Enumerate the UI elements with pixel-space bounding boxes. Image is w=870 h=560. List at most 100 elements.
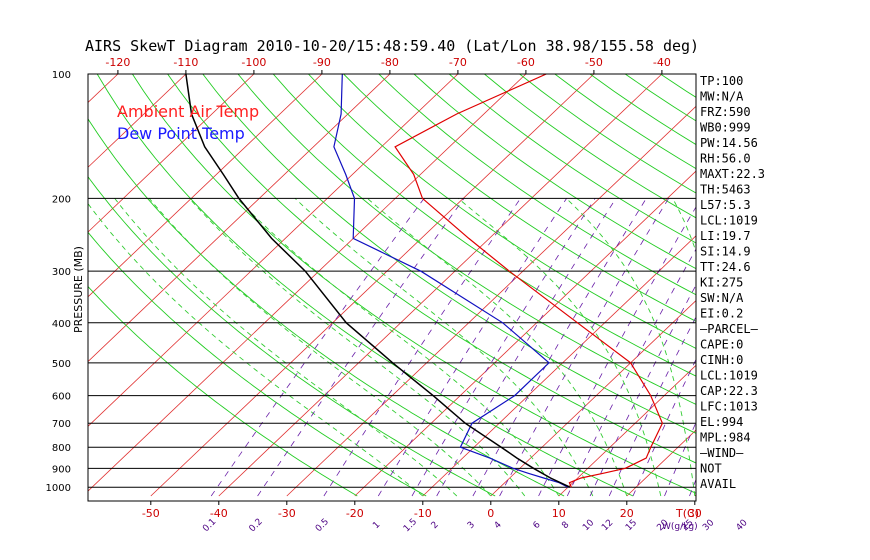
stat-item: NOT	[700, 462, 722, 476]
dry-adiabat	[272, 74, 696, 377]
dry-adiabat	[308, 74, 696, 349]
chart-title: AIRS SkewT Diagram 2010-10-20/15:48:59.4…	[85, 37, 699, 55]
mixing-ratio-line	[210, 198, 425, 497]
dry-adiabat	[448, 74, 696, 244]
mixing-ratio-label: 10	[581, 518, 596, 533]
pressure-tick-label: 300	[52, 267, 71, 278]
stat-item: MW:N/A	[700, 90, 744, 104]
mixing-ratio-label: 15	[624, 518, 639, 533]
mixing-ratio-line	[411, 198, 596, 497]
pressure-tick-label: 700	[52, 419, 71, 430]
stat-item: CINH:0	[700, 353, 743, 367]
mixing-ratio-line	[436, 198, 617, 497]
mixing-ratio-label: 1	[371, 520, 382, 531]
mixing-ratio-label: 6	[532, 520, 543, 531]
stat-item: WB0:999	[700, 121, 751, 135]
bottom-temp-label: -50	[142, 507, 160, 520]
mixing-ratio-unit: W(g/kg)	[662, 522, 698, 532]
dry-adiabat	[413, 74, 696, 270]
stat-item: LCL:1019	[700, 214, 758, 228]
top-temp-label: -120	[105, 56, 130, 69]
isotherm-line	[354, 170, 696, 497]
isotherm-line	[88, 74, 255, 233]
mixing-ratio-line	[744, 198, 870, 496]
top-temp-label: -40	[653, 56, 671, 69]
y-axis-label: PRESSURE (MB)	[72, 246, 85, 333]
dry-adiabat	[836, 74, 870, 496]
stat-item: RH:56.0	[700, 152, 751, 166]
mixing-ratio-line	[664, 421, 696, 497]
bottom-temp-label: -10	[414, 507, 432, 520]
mixing-ratio-label: 3	[466, 520, 477, 531]
bottom-temp-label: -20	[346, 507, 364, 520]
moist-adiabat	[88, 202, 424, 497]
moist-adiabat	[457, 198, 662, 497]
dry-adiabat	[132, 74, 696, 494]
dry-adiabat	[766, 74, 870, 496]
legend-ambient-air-temp: Ambient Air Temp	[117, 102, 259, 121]
pressure-tick-label: 1000	[46, 483, 71, 494]
stat-item: TP:100	[700, 74, 743, 88]
dry-adiabat	[237, 74, 696, 405]
moist-adiabat	[294, 198, 594, 497]
dry-adiabat	[167, 74, 696, 464]
stat-item: TT:24.6	[700, 260, 751, 274]
bottom-temp-label: 30	[688, 507, 702, 520]
mixing-ratio-label: 0.2	[248, 517, 265, 534]
stat-item: L57:5.3	[700, 198, 751, 212]
moist-adiabat	[758, 198, 765, 496]
mixing-ratio-line	[377, 198, 567, 497]
mixing-ratio-label: 40	[735, 518, 750, 533]
dry-adiabat	[202, 74, 696, 434]
isotherm-line	[831, 74, 870, 496]
dry-adiabat	[88, 231, 427, 497]
stat-item: LI:19.7	[700, 229, 751, 243]
pressure-tick-label: 500	[52, 359, 71, 370]
isotherm-line	[88, 74, 527, 492]
series-layer	[185, 74, 664, 488]
dry-adiabat	[660, 74, 696, 98]
mixing-ratio-line	[566, 248, 696, 497]
mixing-ratio-line	[632, 358, 696, 497]
grid-layer	[88, 74, 870, 497]
pressure-tick-label: 200	[52, 194, 71, 205]
mixing-ratio-line	[499, 198, 669, 497]
moist-adiabat	[566, 198, 696, 497]
pressure-tick-label: 900	[52, 464, 71, 475]
mixing-ratio-line	[608, 316, 696, 497]
mixing-ratio-label: 2	[430, 520, 441, 531]
mixing-ratio-label: 12	[600, 518, 615, 533]
mixing-ratio-line	[323, 198, 521, 497]
stat-item: MPL:984	[700, 431, 751, 445]
plot-frame	[87, 73, 697, 502]
series-line-parcel	[185, 74, 571, 488]
series-line-dew-point-temp	[333, 74, 569, 488]
stat-item: SI:14.9	[700, 245, 751, 259]
mixing-ratio-line	[472, 198, 647, 497]
stat-item: PW:14.56	[700, 136, 758, 150]
top-temp-label: -90	[313, 56, 331, 69]
isotherm-line	[88, 74, 187, 168]
mixing-ratio-line	[538, 206, 696, 497]
dry-adiabat	[88, 118, 565, 497]
stat-item: LCL:1019	[700, 369, 758, 383]
isotherm-line	[558, 364, 696, 497]
bottom-temp-label: 0	[487, 507, 494, 520]
top-temp-label: -100	[241, 56, 266, 69]
pressure-tick-label: 800	[52, 443, 71, 454]
mixing-ratio-line	[257, 198, 465, 497]
mixing-ratio-label: 4	[493, 520, 504, 531]
series-line-ambient-air-temp	[394, 74, 664, 488]
stat-item: CAPE:0	[700, 338, 743, 352]
stat-item: SW:N/A	[700, 291, 744, 305]
dry-adiabat	[88, 175, 496, 497]
stat-item: EI:0.2	[700, 307, 743, 321]
stat-item: –WIND–	[700, 446, 744, 460]
top-temp-label: -50	[585, 56, 603, 69]
pressure-tick-label: 400	[52, 319, 71, 330]
isotherm-line	[88, 74, 323, 298]
dry-adiabat	[801, 74, 870, 496]
top-temp-label: -70	[449, 56, 467, 69]
